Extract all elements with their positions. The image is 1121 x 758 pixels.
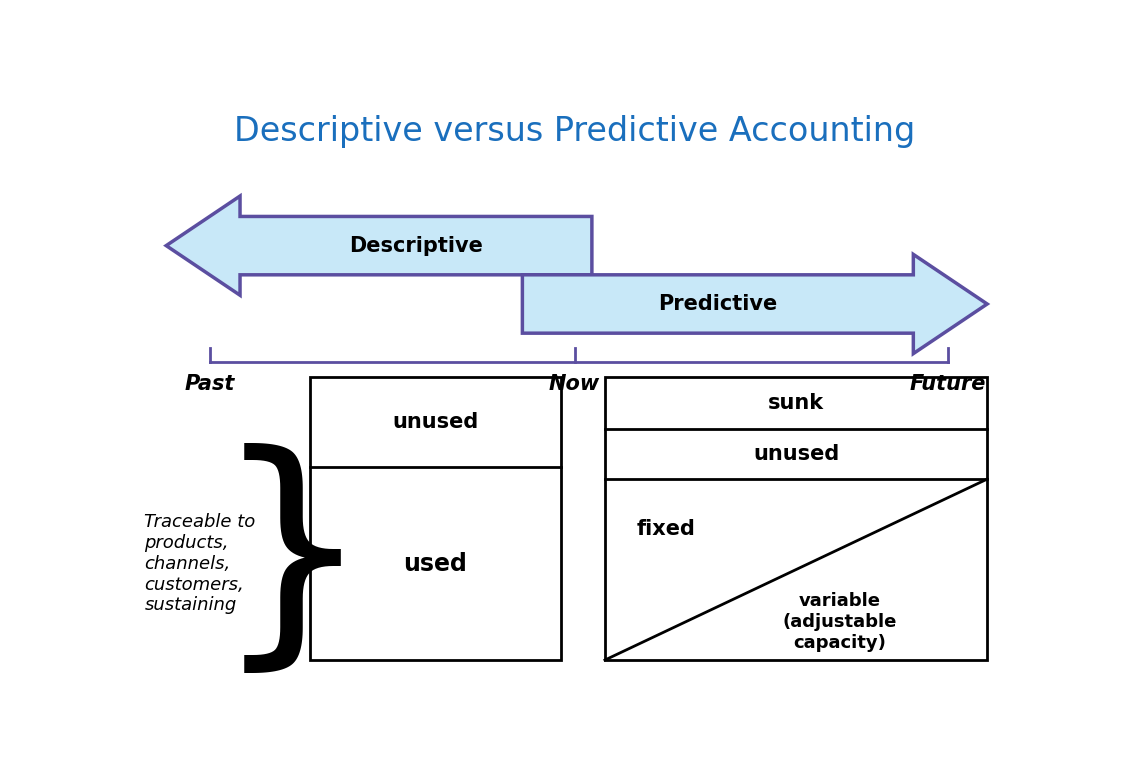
Text: Now: Now <box>549 374 600 394</box>
Text: Descriptive versus Predictive Accounting: Descriptive versus Predictive Accounting <box>234 115 915 149</box>
Text: Descriptive: Descriptive <box>349 236 483 255</box>
Text: fixed: fixed <box>637 518 695 539</box>
Text: unused: unused <box>392 412 479 432</box>
Text: Traceable to
products,
channels,
customers,
sustaining: Traceable to products, channels, custome… <box>145 513 256 614</box>
Text: Predictive: Predictive <box>658 294 778 314</box>
Bar <box>605 377 988 660</box>
Text: unused: unused <box>753 444 840 465</box>
Text: Past: Past <box>185 374 234 394</box>
Text: sunk: sunk <box>768 393 824 413</box>
Text: }: } <box>213 443 372 684</box>
Text: variable
(adjustable
capacity): variable (adjustable capacity) <box>782 592 897 652</box>
Polygon shape <box>522 255 988 353</box>
Text: used: used <box>404 552 467 576</box>
Text: Future: Future <box>910 374 986 394</box>
Bar <box>309 377 562 660</box>
Polygon shape <box>166 196 592 295</box>
